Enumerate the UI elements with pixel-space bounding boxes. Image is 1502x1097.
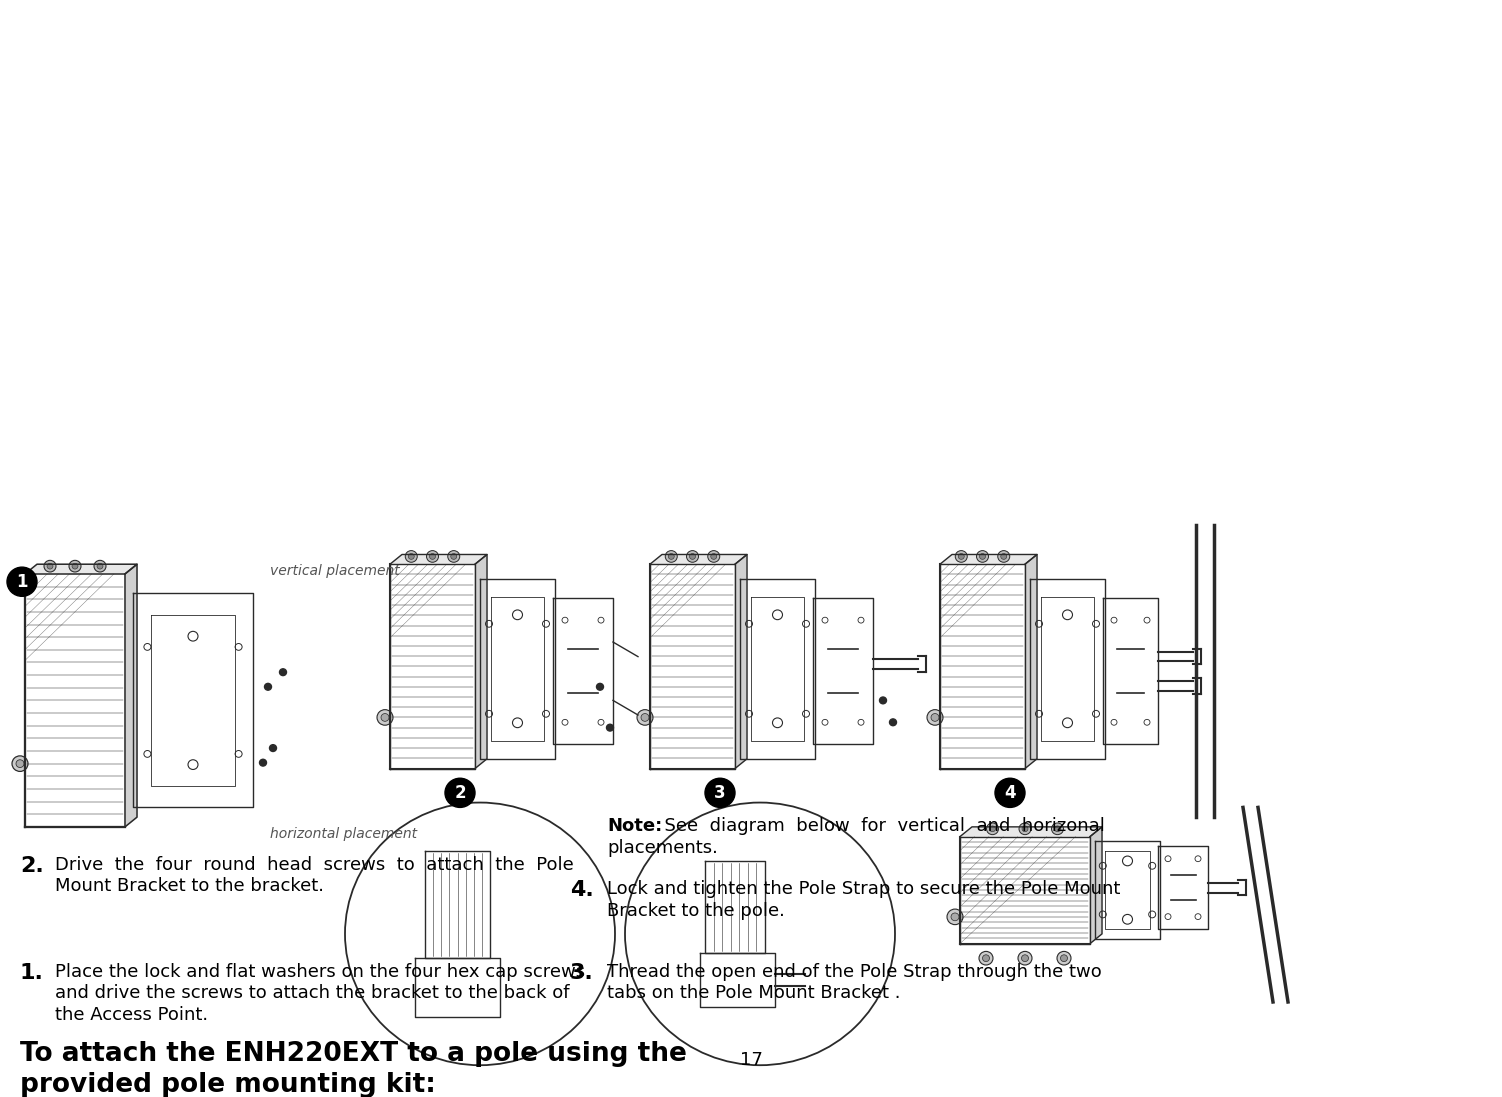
Circle shape: [982, 954, 990, 962]
Polygon shape: [1090, 827, 1102, 943]
Circle shape: [448, 551, 460, 563]
Polygon shape: [475, 554, 487, 769]
Circle shape: [637, 710, 653, 725]
Polygon shape: [734, 554, 746, 769]
Circle shape: [44, 561, 56, 572]
Text: 4: 4: [1005, 784, 1015, 802]
Text: Lock and tighten the Pole Strap to secure the Pole Mount: Lock and tighten the Pole Strap to secur…: [607, 881, 1120, 898]
Text: 1: 1: [17, 573, 27, 590]
Circle shape: [260, 759, 266, 766]
Text: placements.: placements.: [607, 838, 718, 857]
Circle shape: [47, 563, 53, 569]
Polygon shape: [125, 564, 137, 827]
Circle shape: [704, 778, 734, 807]
Circle shape: [641, 713, 649, 722]
Circle shape: [994, 778, 1024, 807]
Circle shape: [1021, 954, 1029, 962]
Circle shape: [345, 803, 614, 1065]
Circle shape: [880, 697, 886, 704]
Circle shape: [931, 713, 939, 722]
Text: To attach the ENH220EXT to a pole using the: To attach the ENH220EXT to a pole using …: [20, 1041, 686, 1067]
Circle shape: [1054, 826, 1060, 832]
Circle shape: [710, 554, 716, 559]
Text: tabs on the Pole Mount Bracket .: tabs on the Pole Mount Bracket .: [607, 984, 901, 1003]
Circle shape: [997, 551, 1009, 563]
Text: provided pole mounting kit:: provided pole mounting kit:: [20, 1072, 436, 1097]
Circle shape: [607, 724, 613, 731]
Circle shape: [382, 713, 389, 722]
Circle shape: [12, 756, 29, 771]
Circle shape: [976, 551, 988, 563]
Circle shape: [264, 683, 272, 690]
Circle shape: [927, 710, 943, 725]
Circle shape: [279, 669, 287, 676]
Circle shape: [427, 551, 439, 563]
Circle shape: [951, 913, 958, 920]
Text: 3.: 3.: [569, 963, 593, 983]
Circle shape: [1018, 951, 1032, 965]
Circle shape: [889, 719, 897, 726]
Text: 1.: 1.: [20, 963, 44, 983]
Circle shape: [409, 554, 415, 559]
Circle shape: [1060, 954, 1068, 962]
Circle shape: [665, 551, 677, 563]
Text: 17: 17: [739, 1051, 763, 1068]
Text: 2: 2: [454, 784, 466, 802]
Text: 4.: 4.: [569, 881, 593, 901]
Polygon shape: [940, 554, 1036, 564]
Circle shape: [451, 554, 457, 559]
Circle shape: [625, 803, 895, 1065]
Text: 3: 3: [713, 784, 725, 802]
Circle shape: [979, 951, 993, 965]
Circle shape: [1018, 823, 1030, 835]
Circle shape: [1057, 951, 1071, 965]
Polygon shape: [391, 554, 487, 564]
Circle shape: [430, 554, 436, 559]
Circle shape: [686, 551, 698, 563]
Circle shape: [1000, 554, 1006, 559]
Circle shape: [269, 745, 276, 751]
Polygon shape: [650, 554, 746, 564]
Circle shape: [1051, 823, 1063, 835]
Circle shape: [707, 551, 719, 563]
Circle shape: [98, 563, 104, 569]
Circle shape: [69, 561, 81, 572]
Circle shape: [95, 561, 107, 572]
Text: Bracket to the pole.: Bracket to the pole.: [607, 902, 786, 919]
Circle shape: [596, 683, 604, 690]
Circle shape: [1021, 826, 1027, 832]
Text: and drive the screws to attach the bracket to the back of: and drive the screws to attach the brack…: [56, 984, 569, 1003]
Polygon shape: [960, 827, 1102, 837]
Circle shape: [990, 826, 996, 832]
Circle shape: [946, 909, 963, 925]
Text: vertical placement: vertical placement: [270, 564, 400, 578]
Circle shape: [958, 554, 964, 559]
Circle shape: [979, 554, 985, 559]
Circle shape: [987, 823, 999, 835]
Text: Drive  the  four  round  head  screws  to  attach  the  Pole: Drive the four round head screws to atta…: [56, 856, 574, 874]
Text: Thread the open end of the Pole Strap through the two: Thread the open end of the Pole Strap th…: [607, 963, 1102, 981]
Text: Note:: Note:: [607, 817, 662, 835]
Text: See  diagram  below  for  vertical  and  horizonal: See diagram below for vertical and horiz…: [653, 817, 1105, 835]
Circle shape: [406, 551, 418, 563]
Circle shape: [955, 551, 967, 563]
Circle shape: [8, 567, 38, 597]
Circle shape: [445, 778, 475, 807]
Text: Place the lock and flat washers on the four hex cap screws: Place the lock and flat washers on the f…: [56, 963, 586, 981]
Text: horizontal placement: horizontal placement: [270, 827, 418, 841]
Text: the Access Point.: the Access Point.: [56, 1006, 209, 1024]
Text: 2.: 2.: [20, 856, 44, 877]
Text: Mount Bracket to the bracket.: Mount Bracket to the bracket.: [56, 878, 324, 895]
Circle shape: [72, 563, 78, 569]
Circle shape: [668, 554, 674, 559]
Circle shape: [377, 710, 394, 725]
Circle shape: [17, 760, 24, 768]
Circle shape: [689, 554, 695, 559]
Polygon shape: [1024, 554, 1036, 769]
Polygon shape: [26, 564, 137, 574]
